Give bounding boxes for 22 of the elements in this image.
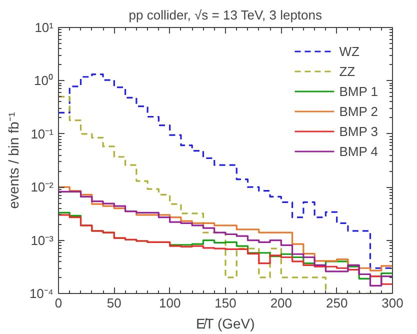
legend-label: BMP 4 — [339, 144, 378, 158]
y-tick-label: 10⁰ — [34, 73, 54, 88]
x-tick-label: 300 — [382, 296, 404, 310]
legend-label: BMP 1 — [339, 84, 378, 98]
x-tick-label: 150 — [214, 296, 236, 310]
y-tick-label: 10⁻⁴ — [29, 286, 54, 301]
legend-label: BMP 2 — [339, 104, 378, 118]
x-axis-title: E̸T (GeV) — [196, 316, 255, 332]
chart-title: pp collider, √s = 13 TeV, 3 leptons — [128, 8, 323, 22]
x-tick-label: 0 — [54, 296, 62, 310]
y-axis-title: events / bin fb⁻¹ — [5, 112, 22, 209]
y-tick-label: 10⁻² — [30, 180, 54, 195]
legend-label: ZZ — [339, 64, 356, 78]
x-tick-label: 100 — [158, 296, 181, 310]
x-tick-label: 200 — [270, 296, 292, 310]
y-tick-label: 10⁻¹ — [30, 126, 54, 142]
legend-label: WZ — [339, 44, 360, 58]
y-tick-label: 10¹ — [34, 20, 54, 35]
legend-label: BMP 3 — [339, 124, 378, 138]
x-tick-label: 250 — [326, 296, 348, 310]
y-tick-label: 10⁻³ — [30, 232, 54, 248]
x-tick-label: 50 — [106, 296, 122, 310]
